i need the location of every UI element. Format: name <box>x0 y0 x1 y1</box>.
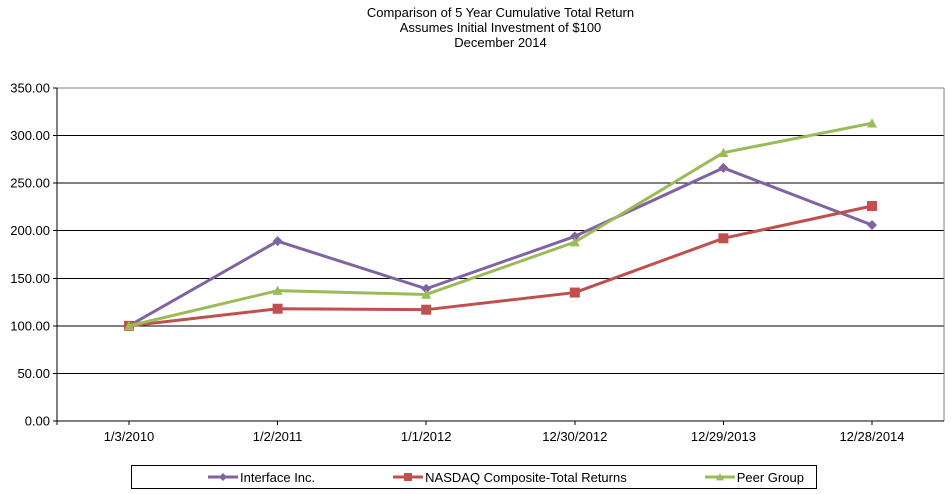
legend-label-nasdaq: NASDAQ Composite-Total Returns <box>425 469 627 485</box>
series-line <box>127 166 874 328</box>
data-point-triangle <box>867 118 877 128</box>
chart-title-line1: Comparison of 5 Year Cumulative Total Re… <box>366 5 635 20</box>
data-point-triangle <box>272 285 283 295</box>
legend-square-glyph <box>404 473 413 481</box>
chart-title-line2: Assumes Initial Investment of $100 <box>399 20 602 35</box>
y-tick-label: 100.00 <box>10 318 50 333</box>
y-tick-label: 250.00 <box>10 176 50 191</box>
legend-diamond-glyph <box>219 473 227 481</box>
data-point-square <box>272 303 283 314</box>
data-point-diamond <box>718 162 729 173</box>
y-tick-label: 200.00 <box>10 223 50 238</box>
series-line <box>127 204 874 328</box>
y-tick-label: 150.00 <box>10 271 50 286</box>
chart-title-line3: December 2014 <box>454 35 547 50</box>
legend-diamond-marker-icon <box>208 473 238 481</box>
x-tick-label: 1/3/2010 <box>104 429 155 444</box>
legend-triangle-glyph <box>715 473 724 481</box>
chart-legend: Interface Inc. NASDAQ Composite-Total Re… <box>131 465 817 489</box>
legend-item-nasdaq: NASDAQ Composite-Total Returns <box>393 470 627 485</box>
legend-label-peer: Peer Group <box>736 469 804 485</box>
legend-triangle-marker-icon <box>704 473 735 481</box>
data-point-square <box>718 233 729 244</box>
legend-item-interface: Interface Inc. <box>208 470 315 485</box>
y-tick-label: 300.00 <box>10 128 50 143</box>
data-point-triangle <box>569 237 580 247</box>
y-tick-label: 50.00 <box>17 366 50 381</box>
data-point-triangle <box>718 147 729 157</box>
x-tick-label: 12/29/2013 <box>691 429 756 444</box>
data-point-triangle <box>421 289 432 299</box>
data-point-square <box>867 200 877 211</box>
x-tick-label: 12/28/2014 <box>839 429 904 444</box>
y-tick-label: 350.00 <box>10 81 50 96</box>
chart-title: Comparison of 5 Year Cumulative Total Re… <box>57 5 944 50</box>
x-tick-label: 1/1/2012 <box>401 429 452 444</box>
y-tick-label: 0.00 <box>25 414 50 429</box>
data-point-diamond <box>272 236 283 247</box>
chart-plot-area: 0.00 50.00 100.00 150.00 200.00 250.00 300.00 3… <box>10 81 945 444</box>
x-tick-label: 12/30/2012 <box>542 429 607 444</box>
data-point-square <box>569 287 580 298</box>
data-point-square <box>421 304 432 315</box>
series-line <box>127 121 874 328</box>
legend-label-interface: Interface Inc. <box>240 469 316 485</box>
legend-item-peer: Peer Group <box>704 469 804 485</box>
x-tick-label: 1/2/2011 <box>253 429 303 444</box>
data-point-diamond <box>867 220 877 231</box>
data-point-diamond <box>421 283 432 294</box>
legend-square-marker-icon <box>393 473 424 481</box>
data-point-triangle <box>124 320 134 331</box>
